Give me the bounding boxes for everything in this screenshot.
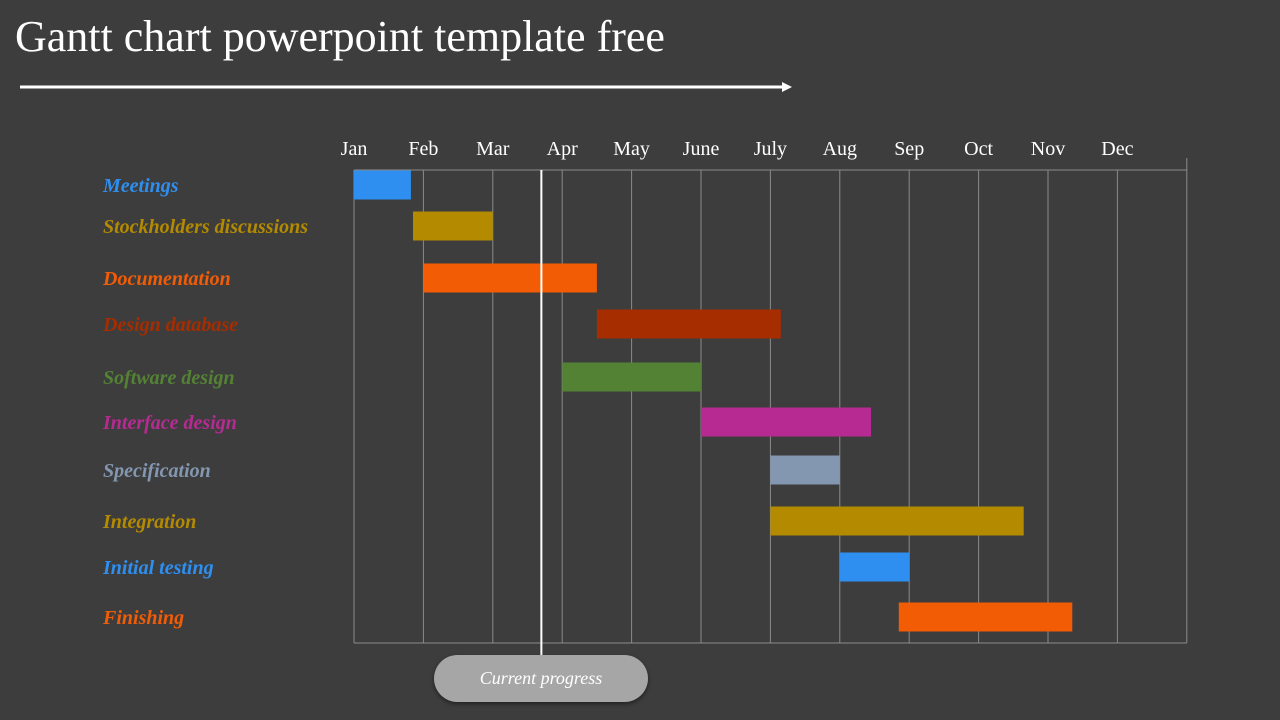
month-label: July bbox=[754, 138, 787, 160]
month-label: June bbox=[683, 138, 720, 160]
task-label: Stockholders discussions bbox=[103, 216, 308, 238]
task-label: Meetings bbox=[102, 175, 179, 197]
task-bar bbox=[596, 309, 781, 339]
month-label: Oct bbox=[964, 138, 993, 160]
month-label: Mar bbox=[476, 138, 510, 160]
task-label: Integration bbox=[102, 511, 196, 533]
task-bar bbox=[898, 602, 1073, 632]
task-label: Interface design bbox=[102, 412, 237, 434]
task-bar bbox=[423, 263, 597, 293]
task-label: Design database bbox=[102, 314, 238, 336]
month-label: May bbox=[613, 138, 650, 160]
task-label: Finishing bbox=[102, 607, 184, 629]
task-bar bbox=[770, 506, 1024, 536]
month-axis: Jan Feb Mar Apr May June July Aug Sep Oct Nov Dec bbox=[341, 138, 1134, 160]
task-bar bbox=[701, 407, 872, 437]
task-bar bbox=[770, 455, 840, 485]
month-label: Aug bbox=[823, 138, 857, 160]
task-bar bbox=[412, 211, 493, 241]
current-progress-button[interactable]: Current progress bbox=[434, 655, 648, 702]
month-label: Feb bbox=[408, 138, 438, 160]
task-bar bbox=[354, 170, 411, 200]
task-labels: Meetings Stockholders discussions Document… bbox=[102, 175, 308, 629]
month-label: Sep bbox=[894, 138, 924, 160]
title-underline-arrow bbox=[20, 82, 792, 92]
task-label: Initial testing bbox=[102, 557, 214, 579]
current-progress-label: Current progress bbox=[479, 668, 603, 688]
page-title: Gantt chart powerpoint template free bbox=[15, 12, 665, 61]
task-bar bbox=[562, 362, 701, 392]
month-label: Apr bbox=[547, 138, 578, 160]
task-bars bbox=[354, 170, 1073, 632]
month-label: Nov bbox=[1031, 138, 1065, 160]
month-label: Jan bbox=[341, 138, 368, 160]
task-label: Specification bbox=[103, 460, 211, 482]
task-label: Software design bbox=[103, 367, 235, 389]
task-label: Documentation bbox=[102, 268, 231, 290]
task-bar bbox=[839, 552, 910, 582]
month-label: Dec bbox=[1101, 138, 1133, 160]
